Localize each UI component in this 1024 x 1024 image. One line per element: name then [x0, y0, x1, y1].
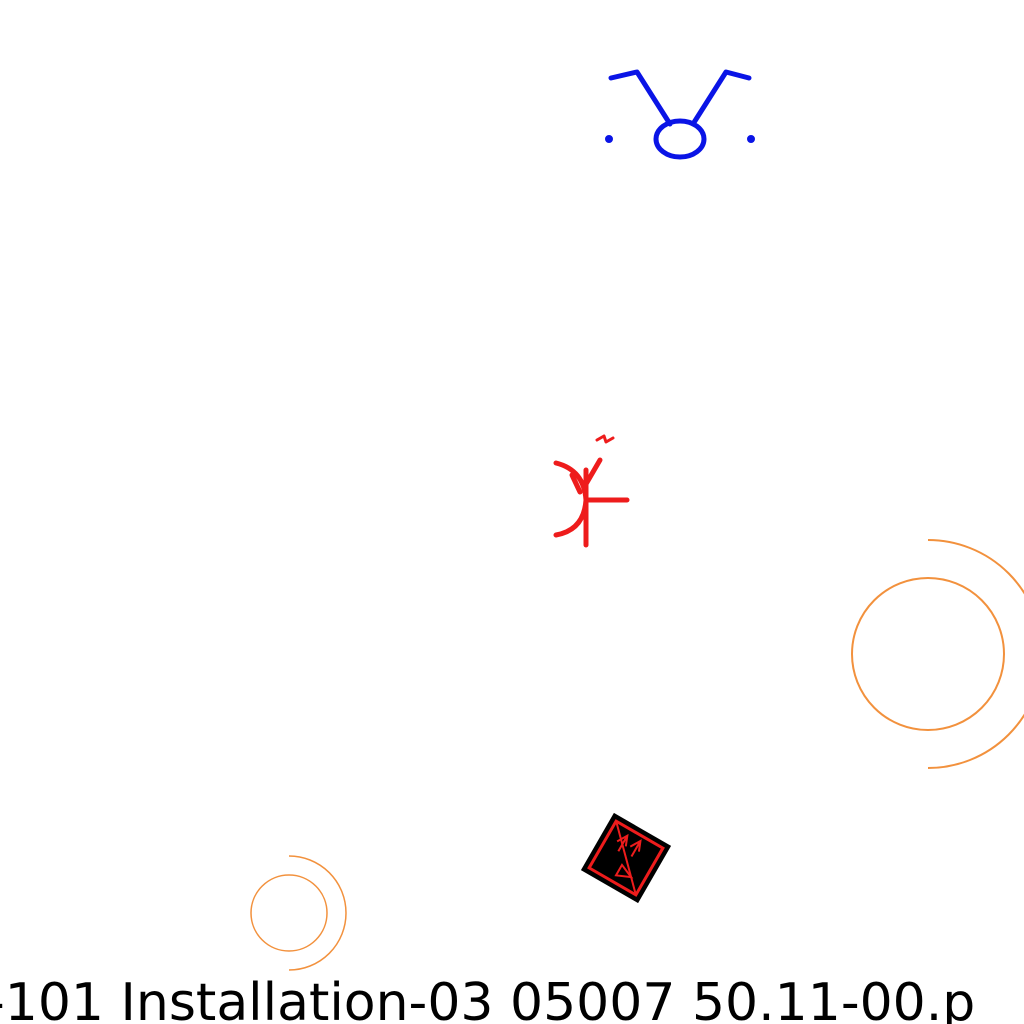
orange-small-arc-symbol: [250, 855, 347, 971]
black-red-tilted-box-symbol: [580, 812, 672, 904]
red-antenna-symbol: [553, 434, 630, 548]
orange-large-arc-symbol: [851, 539, 1024, 769]
drawing-filename-caption: -101 Installation-03 05007 50.11-00.p: [0, 973, 976, 1024]
blue-lamp-symbol: [605, 69, 755, 160]
